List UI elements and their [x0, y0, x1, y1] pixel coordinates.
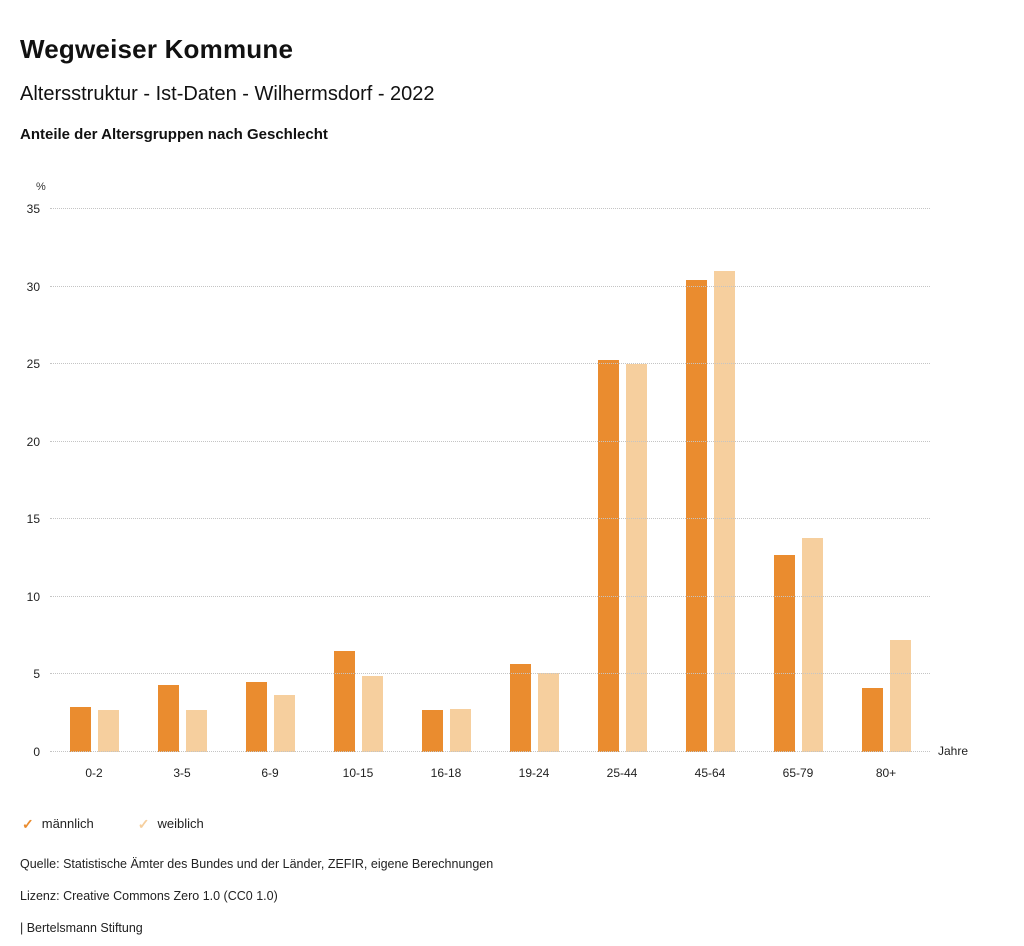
legend-label: männlich	[41, 816, 94, 831]
legend-item-weiblich[interactable]: ✓ weiblich	[138, 816, 204, 831]
footer: Quelle: Statistische Ämter des Bundes un…	[20, 857, 1004, 935]
attribution-note: | Bertelsmann Stiftung	[20, 921, 143, 935]
bar-maennlich-6-9[interactable]	[245, 682, 267, 752]
bar-group-19-24	[490, 209, 578, 752]
age-structure-chart: % 0 5 10 15 20 25 30 35 Jahre 0-2 3-5 6-9 10-15 16-…	[20, 181, 1004, 780]
gridline-30	[50, 285, 930, 287]
x-tick-label-16-18: 16-18	[430, 766, 462, 780]
y-tick-label-10: 10	[26, 589, 40, 604]
page-title: Wegweiser Kommune	[20, 34, 294, 64]
gridline-0	[50, 751, 930, 752]
bar-maennlich-10-15[interactable]	[333, 651, 355, 752]
bar-group-10-15	[314, 209, 402, 752]
bar-group-3-5	[138, 209, 226, 752]
bar-weiblich-6-9[interactable]	[273, 694, 295, 752]
legend-check-icon: ✓	[22, 815, 34, 832]
bar-weiblich-45-64[interactable]	[713, 271, 735, 752]
x-tick-label-6-9: 6-9	[261, 766, 279, 780]
gridline-15	[50, 518, 930, 520]
chart-title: Altersstruktur - Ist-Daten - Wilhermsdor…	[20, 83, 435, 105]
gridline-25	[50, 363, 930, 365]
bar-weiblich-16-18[interactable]	[449, 708, 471, 752]
plot-area: 0 5 10 15 20 25 30 35	[27, 202, 930, 759]
chart-body: 0 5 10 15 20 25 30 35 Jahre	[27, 202, 968, 759]
bar-maennlich-16-18[interactable]	[421, 710, 443, 752]
license-note: Lizenz: Creative Commons Zero 1.0 (CC0 1…	[20, 889, 278, 903]
x-tick-label-25-44: 25-44	[606, 766, 638, 780]
x-tick-label-65-79: 65-79	[782, 766, 814, 780]
y-tick-label-0: 0	[33, 745, 40, 759]
x-axis-label: Jahre	[938, 744, 969, 758]
legend-item-maennlich[interactable]: ✓ männlich	[22, 816, 94, 831]
bar-group-16-18	[402, 209, 490, 752]
legend-check-icon: ✓	[137, 815, 150, 832]
bar-maennlich-80+[interactable]	[861, 688, 883, 752]
bar-maennlich-25-44[interactable]	[597, 359, 619, 752]
bar-maennlich-45-64[interactable]	[685, 280, 707, 752]
x-axis-ticks: 0-2 3-5 6-9 10-15 16-18 19-24 25-44 45-64 65-79 8…	[50, 766, 930, 780]
bar-weiblich-10-15[interactable]	[361, 675, 383, 752]
x-tick-label-3-5: 3-5	[173, 766, 191, 780]
bar-weiblich-19-24[interactable]	[537, 672, 559, 752]
bar-group-25-44	[578, 209, 666, 752]
x-tick-label-0-2: 0-2	[85, 766, 103, 780]
y-tick-label-20: 20	[26, 434, 40, 449]
gridline-20	[50, 440, 930, 442]
bar-maennlich-65-79[interactable]	[773, 554, 795, 752]
bar-maennlich-3-5[interactable]	[157, 685, 179, 752]
bar-weiblich-0-2[interactable]	[97, 710, 119, 752]
bar-weiblich-80+[interactable]	[889, 640, 911, 752]
y-tick-label-35: 35	[26, 202, 40, 216]
y-tick-label-5: 5	[33, 667, 40, 682]
x-tick-label-10-15: 10-15	[342, 766, 374, 780]
gridline-35	[50, 208, 930, 209]
bar-group-80+	[842, 209, 930, 752]
x-tick-label-45-64: 45-64	[694, 766, 726, 780]
legend-label: weiblich	[157, 816, 204, 831]
bar-group-65-79	[754, 209, 842, 752]
y-tick-label-30: 30	[26, 279, 40, 294]
bar-maennlich-0-2[interactable]	[69, 707, 91, 752]
y-axis-unit: %	[36, 181, 46, 193]
chart-subtitle: Anteile der Altersgruppen nach Geschlech…	[20, 126, 328, 143]
bar-weiblich-3-5[interactable]	[185, 710, 207, 752]
bar-group-6-9	[226, 209, 314, 752]
source-note: Quelle: Statistische Ämter des Bundes un…	[20, 857, 494, 871]
x-tick-label-19-24: 19-24	[518, 766, 550, 780]
bar-maennlich-19-24[interactable]	[509, 663, 531, 752]
gridline-10	[50, 595, 930, 597]
gridline-5	[50, 673, 930, 675]
bar-group-45-64	[666, 209, 754, 752]
bar-weiblich-65-79[interactable]	[801, 537, 823, 752]
bar-group-0-2	[50, 209, 138, 752]
x-tick-label-80+: 80+	[875, 766, 897, 780]
bar-groups	[50, 209, 930, 752]
bar-weiblich-25-44[interactable]	[625, 364, 647, 752]
y-tick-label-15: 15	[26, 512, 40, 527]
legend: ✓ männlich ✓ weiblich	[22, 816, 1004, 831]
y-tick-label-25: 25	[26, 357, 40, 372]
